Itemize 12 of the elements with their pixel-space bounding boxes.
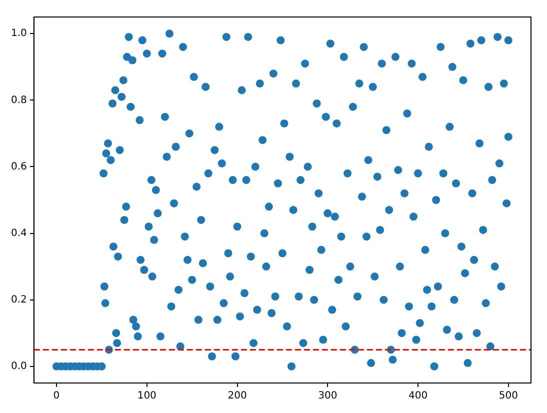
y-tick-label: 0.6	[10, 161, 27, 172]
y-tick-label: 0.4	[10, 228, 27, 239]
x-tick-label: 300	[318, 390, 338, 402]
x-tick-label: 400	[408, 390, 428, 402]
y-tick-label: 0.0	[10, 360, 27, 372]
x-tick-label: 500	[498, 390, 518, 402]
x-tick-label: 200	[228, 390, 247, 402]
y-tick-label: 1.0	[10, 28, 27, 40]
y-tick-label: 0.2	[10, 294, 27, 306]
x-tick-label: 0	[53, 390, 60, 402]
x-tick-label: 100	[137, 390, 156, 402]
y-tick-label: 0.8	[10, 94, 27, 106]
